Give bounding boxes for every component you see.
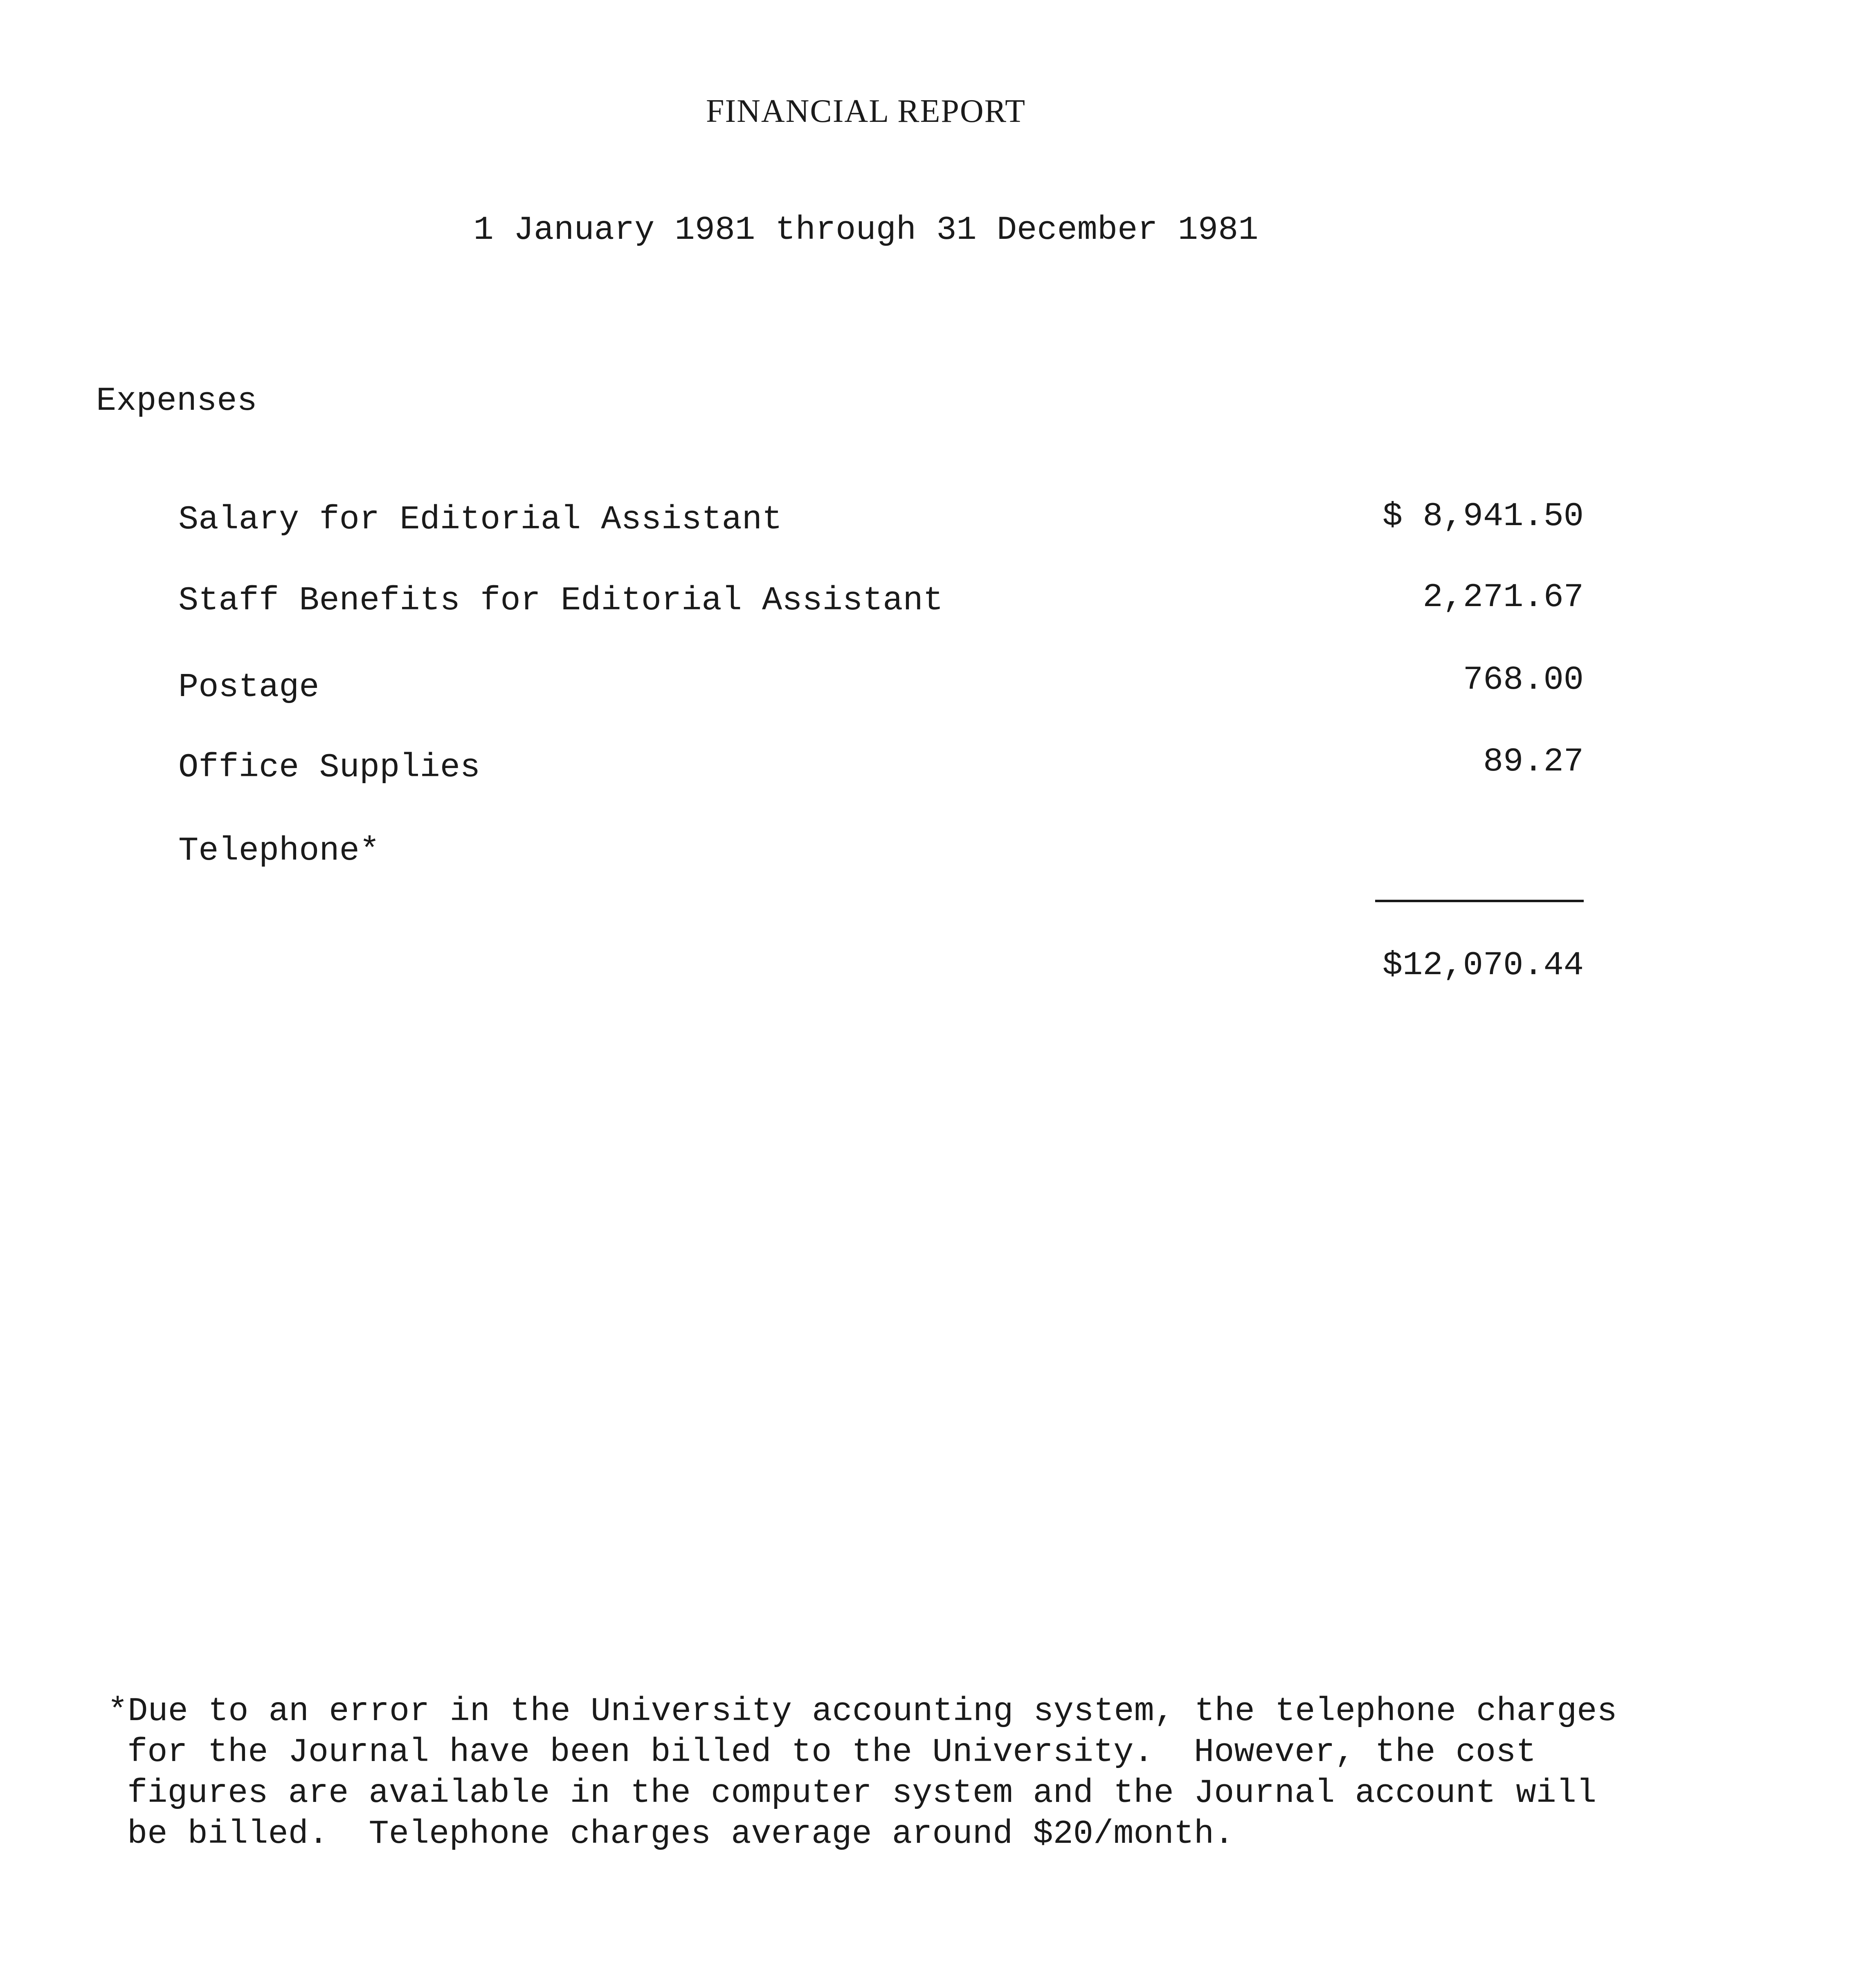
total-rule	[1375, 900, 1584, 902]
report-title: FINANCIAL REPORT	[706, 93, 1026, 129]
expenses-heading: Expenses	[96, 382, 257, 420]
expense-amount-office-supplies: 89.27	[1483, 743, 1584, 781]
expense-amount-postage: 768.00	[1463, 661, 1584, 699]
expense-label-postage: Postage	[178, 668, 319, 706]
expense-amount-benefits: 2,271.67	[1423, 578, 1584, 616]
expense-label-telephone: Telephone*	[178, 832, 380, 870]
footnote-line: for the Journal have been billed to the …	[127, 1733, 1536, 1771]
expense-label-benefits: Staff Benefits for Editorial Assistant	[178, 582, 943, 620]
footnote-line: figures are available in the computer sy…	[127, 1774, 1597, 1812]
footnote-line: be billed. Telephone charges average aro…	[127, 1815, 1234, 1853]
expense-label-office-supplies: Office Supplies	[178, 748, 481, 786]
expense-label-salary: Salary for Editorial Assistant	[178, 501, 782, 539]
report-period: 1 January 1981 through 31 December 1981	[473, 211, 1259, 249]
footnote: *Due to an error in the University accou…	[108, 1691, 1617, 1855]
expense-amount-salary: $ 8,941.50	[1382, 497, 1584, 535]
footnote-line: *Due to an error in the University accou…	[108, 1692, 1617, 1730]
expenses-total: $12,070.44	[1382, 946, 1584, 984]
